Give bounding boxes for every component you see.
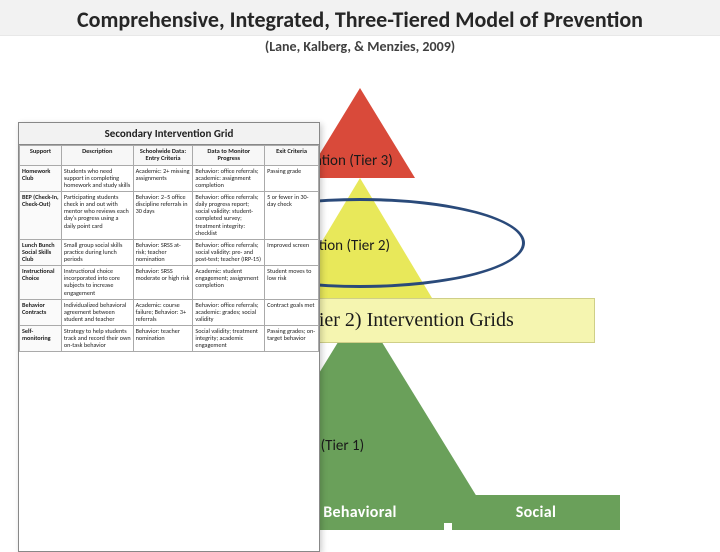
table-cell: Behavior: 2–5 office discipline referral… [133, 192, 193, 240]
table-cell: Behavior: office referrals; academic: gr… [193, 299, 265, 325]
table-row: Instructional ChoiceInstructional choice… [20, 266, 319, 300]
intervention-grid-table: Support Description Schoolwide Data: Ent… [19, 145, 319, 352]
col-description: Description [61, 146, 133, 166]
table-cell: Improved screen [265, 239, 319, 265]
table-row: Self-monitoringStrategy to help students… [20, 326, 319, 352]
col-entry: Schoolwide Data: Entry Criteria [133, 146, 193, 166]
table-cell: Small group social skills practice durin… [61, 239, 133, 265]
table-cell: BEP (Check-In, Check-Out) [20, 192, 62, 240]
table-cell: Self-monitoring [20, 326, 62, 352]
table-cell: Passing grades; on-target behavior [265, 326, 319, 352]
table-cell: Behavior: SRSS moderate or high risk [133, 266, 193, 300]
table-cell: Behavior: office referrals; daily progre… [193, 192, 265, 240]
intervention-grid-overlay: Secondary Intervention Grid Support Desc… [18, 122, 320, 552]
table-cell: Student moves to low risk [265, 266, 319, 300]
table-cell: Passing grade [265, 165, 319, 191]
table-cell: Strategy to help students track and reco… [61, 326, 133, 352]
grid-header-row: Support Description Schoolwide Data: Ent… [20, 146, 319, 166]
table-cell: Individualized behavioral agreement betw… [61, 299, 133, 325]
table-cell: Instructional choice incorporated into c… [61, 266, 133, 300]
col-exit: Exit Criteria [265, 146, 319, 166]
table-cell: Academic: student engagement; assignment… [193, 266, 265, 300]
col-monitor: Data to Monitor Progress [193, 146, 265, 166]
title-band: Comprehensive, Integrated, Three-Tiered … [0, 0, 720, 36]
grid-title: Secondary Intervention Grid [19, 123, 319, 145]
table-cell: Contract goals met [265, 299, 319, 325]
table-row: BEP (Check-In, Check-Out)Participating s… [20, 192, 319, 240]
table-cell: Behavior: office referrals; social valid… [193, 239, 265, 265]
citation: (Lane, Kalberg, & Menzies, 2009) [0, 38, 720, 55]
table-row: Behavior ContractsIndividualized behavio… [20, 299, 319, 325]
table-cell: Behavior: SRSS at-risk; teacher nominati… [133, 239, 193, 265]
table-cell: Participating students check in and out … [61, 192, 133, 240]
col-support: Support [20, 146, 62, 166]
table-row: Homework ClubStudents who need support i… [20, 165, 319, 191]
table-cell: Behavior: office referrals; academic: as… [193, 165, 265, 191]
table-cell: Lunch Bunch Social Skills Club [20, 239, 62, 265]
domain-social: Social [452, 495, 620, 530]
table-cell: Homework Club [20, 165, 62, 191]
table-cell: Behavior: teacher nomination [133, 326, 193, 352]
table-row: Lunch Bunch Social Skills ClubSmall grou… [20, 239, 319, 265]
table-cell: 5 or fewer in 30-day check [265, 192, 319, 240]
diagram-stage: ≈5% Tertiary Prevention (Tier 3) ≈15% Se… [0, 60, 720, 540]
page-title: Comprehensive, Integrated, Three-Tiered … [10, 6, 710, 33]
table-cell: Students who need support in completing … [61, 165, 133, 191]
table-cell: Academic: 2+ missing assignments [133, 165, 193, 191]
table-cell: Academic: course failure; Behavior: 3+ r… [133, 299, 193, 325]
table-cell: Instructional Choice [20, 266, 62, 300]
table-cell: Behavior Contracts [20, 299, 62, 325]
table-cell: Social validity; treatment integrity; ac… [193, 326, 265, 352]
